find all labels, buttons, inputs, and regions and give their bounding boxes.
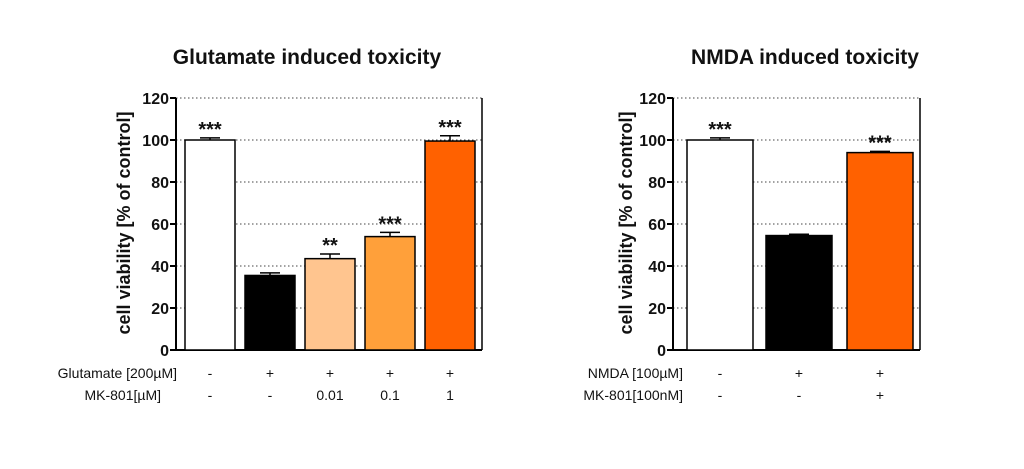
condition-row-label: MK-801[100nM]	[583, 387, 683, 403]
y-tick-label: 0	[160, 343, 169, 360]
nmda-panel: NMDA induced toxicity cell viability [% …	[583, 46, 921, 403]
bar	[424, 140, 476, 351]
y-tick-label: 100	[639, 133, 666, 150]
y-tick-label: 80	[648, 175, 666, 192]
condition-value: +	[326, 365, 334, 381]
bar	[304, 257, 356, 351]
significance-label: **	[322, 235, 338, 257]
condition-value: +	[386, 365, 394, 381]
condition-value: -	[268, 387, 273, 403]
y-axis-label: cell viability [% of control]	[616, 111, 636, 334]
chart-title: Glutamate induced toxicity	[173, 46, 442, 69]
condition-value: +	[266, 365, 274, 381]
bar	[686, 139, 754, 351]
significance-label: ***	[198, 119, 222, 141]
condition-value: -	[208, 365, 213, 381]
y-tick-label: 20	[151, 301, 169, 318]
significance-label: ***	[378, 213, 402, 235]
significance-label: ***	[438, 117, 462, 139]
bar	[364, 235, 416, 351]
y-axis-label: cell viability [% of control]	[114, 111, 134, 334]
condition-value: 1	[446, 387, 454, 403]
y-tick-label: 20	[648, 301, 666, 318]
condition-value: -	[208, 387, 213, 403]
significance-label: ***	[708, 119, 732, 141]
condition-value: +	[795, 365, 803, 381]
condition-value: +	[446, 365, 454, 381]
y-tick-label: 60	[151, 217, 169, 234]
condition-value: 0.01	[316, 387, 343, 403]
condition-value: -	[797, 387, 802, 403]
bar	[765, 234, 833, 351]
y-tick-label: 100	[142, 133, 169, 150]
y-tick-label: 0	[657, 343, 666, 360]
y-tick-label: 80	[151, 175, 169, 192]
chart-title: NMDA induced toxicity	[691, 46, 919, 69]
condition-value: +	[876, 365, 884, 381]
y-tick-label: 40	[648, 259, 666, 276]
significance-label: ***	[868, 132, 892, 154]
y-tick-label: 60	[648, 217, 666, 234]
condition-value: -	[718, 365, 723, 381]
condition-value: +	[876, 387, 884, 403]
y-tick-label: 120	[142, 91, 169, 108]
bar	[244, 274, 296, 351]
condition-row-label: NMDA [100µM]	[588, 365, 683, 381]
glutamate-panel: Glutamate induced toxicity cell viabilit…	[58, 46, 483, 403]
condition-value: -	[718, 387, 723, 403]
bar	[846, 151, 914, 351]
condition-row-label: MK-801[µM]	[84, 387, 161, 403]
condition-row-label: Glutamate [200µM]	[58, 365, 177, 381]
y-tick-label: 120	[639, 91, 666, 108]
y-tick-label: 40	[151, 259, 169, 276]
condition-value: 0.1	[380, 387, 400, 403]
bar	[184, 139, 236, 351]
